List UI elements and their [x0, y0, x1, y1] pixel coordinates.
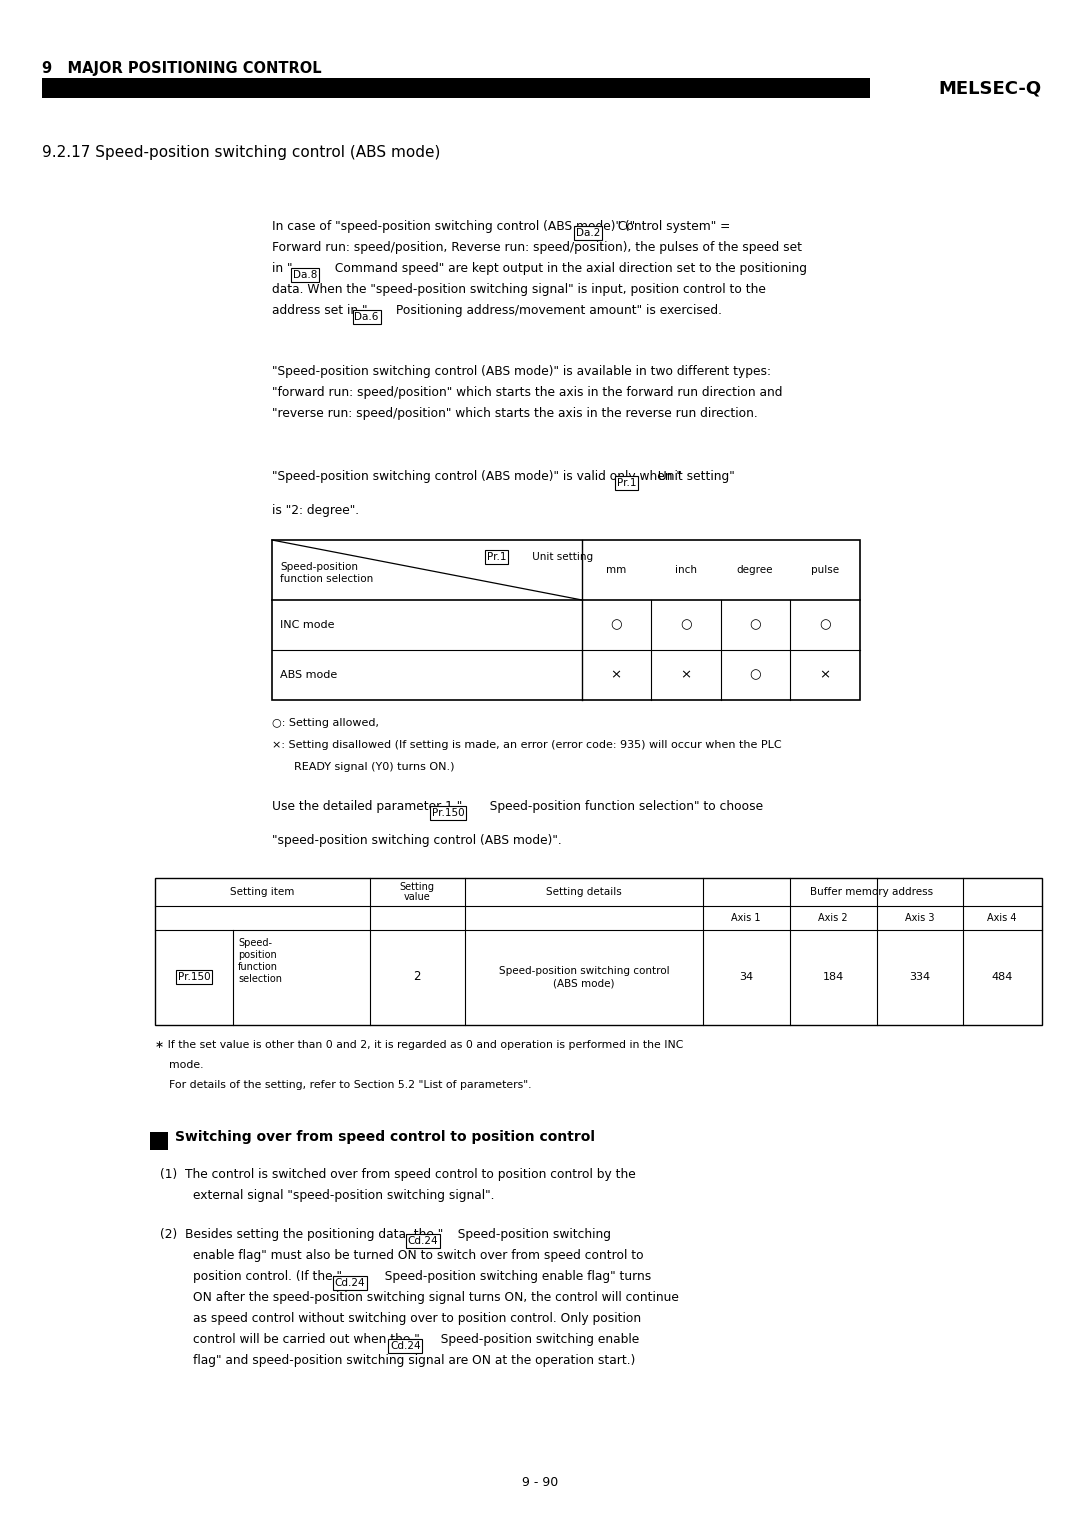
- Text: Axis 3: Axis 3: [905, 914, 935, 923]
- Text: Speed-position switching: Speed-position switching: [450, 1229, 611, 1241]
- Text: 334: 334: [909, 972, 931, 983]
- Text: Positioning address/movement amount" is exercised.: Positioning address/movement amount" is …: [392, 304, 723, 316]
- Bar: [156, 879, 1042, 1025]
- Text: ×: ×: [610, 669, 622, 681]
- Text: mm: mm: [606, 565, 626, 575]
- Text: Forward run: speed/position, Reverse run: speed/position), the pulses of the spe: Forward run: speed/position, Reverse run…: [272, 241, 802, 254]
- Text: "reverse run: speed/position" which starts the axis in the reverse run direction: "reverse run: speed/position" which star…: [272, 406, 758, 420]
- Bar: [150, 1132, 168, 1151]
- Text: MELSEC-Q: MELSEC-Q: [939, 79, 1042, 96]
- Text: ○: ○: [610, 619, 622, 631]
- Text: ON after the speed-position switching signal turns ON, the control will continue: ON after the speed-position switching si…: [193, 1291, 679, 1303]
- Text: Control system" =: Control system" =: [613, 220, 730, 232]
- Text: "forward run: speed/position" which starts the axis in the forward run direction: "forward run: speed/position" which star…: [272, 387, 783, 399]
- Text: ×: ×: [820, 669, 831, 681]
- Text: position control. (If the ": position control. (If the ": [193, 1270, 346, 1284]
- Text: Pr.150: Pr.150: [178, 972, 211, 983]
- Text: Switching over from speed control to position control: Switching over from speed control to pos…: [175, 1131, 595, 1144]
- Text: 34: 34: [739, 972, 753, 983]
- Text: Speed-position switching enable: Speed-position switching enable: [433, 1332, 639, 1346]
- Text: degree: degree: [737, 565, 773, 575]
- Text: Setting
value: Setting value: [400, 882, 434, 903]
- Text: Speed-
position
function
selection: Speed- position function selection: [238, 938, 282, 984]
- Text: For details of the setting, refer to Section 5.2 "List of parameters".: For details of the setting, refer to Sec…: [168, 1080, 531, 1089]
- Text: ○: ○: [680, 619, 692, 631]
- Text: data. When the "speed-position switching signal" is input, position control to t: data. When the "speed-position switching…: [272, 283, 766, 296]
- Text: 2: 2: [414, 970, 421, 984]
- Text: Pr.1: Pr.1: [487, 552, 507, 562]
- Text: flag" and speed-position switching signal are ON at the operation start.): flag" and speed-position switching signa…: [193, 1354, 635, 1368]
- Text: 184: 184: [822, 972, 843, 983]
- Text: Speed-position
function selection: Speed-position function selection: [280, 562, 374, 584]
- Text: ○: Setting allowed,: ○: Setting allowed,: [272, 718, 379, 727]
- Text: pulse: pulse: [811, 565, 839, 575]
- Text: INC mode: INC mode: [280, 620, 335, 630]
- Text: Speed-position switching control
(ABS mode): Speed-position switching control (ABS mo…: [499, 966, 670, 989]
- Text: control will be carried out when the ": control will be carried out when the ": [193, 1332, 423, 1346]
- Text: Setting details: Setting details: [546, 886, 622, 897]
- Text: Axis 2: Axis 2: [819, 914, 848, 923]
- Text: 9 - 90: 9 - 90: [522, 1476, 558, 1490]
- Text: Use the detailed parameter 1 ": Use the detailed parameter 1 ": [272, 801, 467, 813]
- Text: address set in ": address set in ": [272, 304, 367, 316]
- Text: ○: ○: [820, 619, 831, 631]
- Text: is "2: degree".: is "2: degree".: [272, 504, 360, 516]
- Text: as speed control without switching over to position control. Only position: as speed control without switching over …: [193, 1313, 642, 1325]
- Text: mode.: mode.: [168, 1060, 203, 1070]
- Text: ∗ If the set value is other than 0 and 2, it is regarded as 0 and operation is p: ∗ If the set value is other than 0 and 2…: [156, 1041, 684, 1050]
- Text: Da.8: Da.8: [293, 270, 316, 280]
- Text: Command speed" are kept output in the axial direction set to the positioning: Command speed" are kept output in the ax…: [330, 261, 807, 275]
- Text: ×: ×: [680, 669, 691, 681]
- Text: external signal "speed-position switching signal".: external signal "speed-position switchin…: [193, 1189, 495, 1203]
- Text: "speed-position switching control (ABS mode)".: "speed-position switching control (ABS m…: [272, 834, 562, 847]
- Text: Axis 4: Axis 4: [987, 914, 1016, 923]
- Text: Da.6: Da.6: [354, 312, 379, 322]
- Text: Pr.150: Pr.150: [432, 808, 464, 817]
- Text: Setting item: Setting item: [230, 886, 294, 897]
- Text: READY signal (Y0) turns ON.): READY signal (Y0) turns ON.): [294, 762, 455, 772]
- Text: in ": in ": [272, 261, 293, 275]
- Bar: [42, 78, 870, 98]
- Text: Cd.24: Cd.24: [390, 1342, 420, 1351]
- Text: ○: ○: [750, 619, 760, 631]
- Text: Axis 1: Axis 1: [731, 914, 760, 923]
- Text: Da.2: Da.2: [576, 228, 600, 238]
- Text: (2)  Besides setting the positioning data, the ": (2) Besides setting the positioning data…: [160, 1229, 447, 1241]
- Text: Unit setting": Unit setting": [650, 471, 734, 483]
- Text: "Speed-position switching control (ABS mode)" is valid only when ": "Speed-position switching control (ABS m…: [272, 471, 686, 483]
- Text: enable flag" must also be turned ON to switch over from speed control to: enable flag" must also be turned ON to s…: [193, 1248, 644, 1262]
- Text: ○: ○: [750, 669, 760, 681]
- Text: Buffer memory address: Buffer memory address: [810, 886, 933, 897]
- Text: ×: Setting disallowed (If setting is made, an error (error code: 935) will occur: ×: Setting disallowed (If setting is mad…: [272, 740, 782, 750]
- Bar: [272, 539, 860, 700]
- Text: Cd.24: Cd.24: [335, 1277, 365, 1288]
- Text: Unit setting: Unit setting: [529, 552, 593, 562]
- Text: (1)  The control is switched over from speed control to position control by the: (1) The control is switched over from sp…: [160, 1167, 636, 1181]
- Text: 9   MAJOR POSITIONING CONTROL: 9 MAJOR POSITIONING CONTROL: [42, 61, 322, 75]
- Text: 484: 484: [991, 972, 1013, 983]
- Text: Speed-position function selection" to choose: Speed-position function selection" to ch…: [482, 801, 762, 813]
- Text: inch: inch: [675, 565, 697, 575]
- Text: Speed-position switching enable flag" turns: Speed-position switching enable flag" tu…: [377, 1270, 651, 1284]
- Text: Pr.1: Pr.1: [617, 478, 636, 487]
- Text: ABS mode: ABS mode: [280, 669, 337, 680]
- Text: In case of "speed-position switching control (ABS mode)" (": In case of "speed-position switching con…: [272, 220, 635, 232]
- Text: Cd.24: Cd.24: [407, 1236, 438, 1245]
- Text: "Speed-position switching control (ABS mode)" is available in two different type: "Speed-position switching control (ABS m…: [272, 365, 771, 377]
- Text: 9.2.17 Speed-position switching control (ABS mode): 9.2.17 Speed-position switching control …: [42, 145, 441, 160]
